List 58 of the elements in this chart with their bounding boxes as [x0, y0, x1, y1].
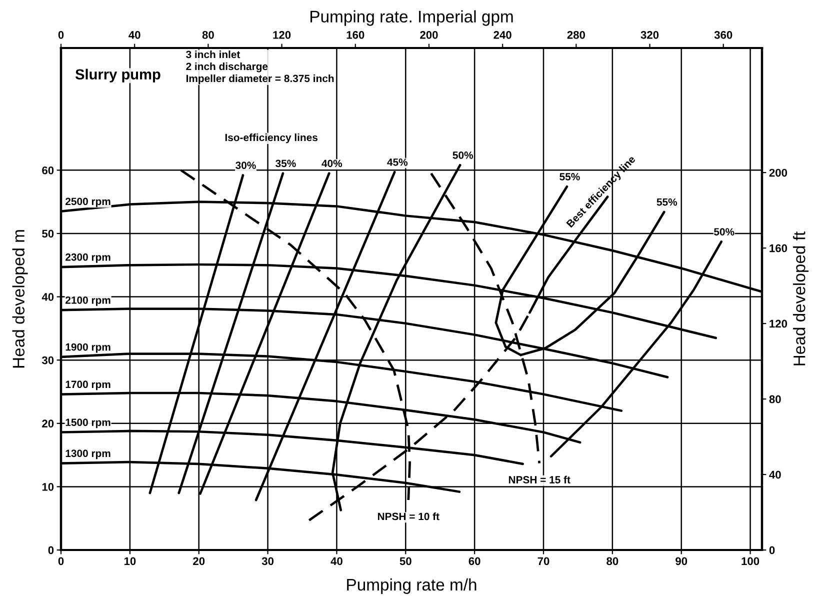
series-label: 55%	[656, 198, 678, 206]
y2-tick-label: 200	[769, 168, 788, 177]
x2-tick-label: 160	[346, 30, 364, 39]
x-axis-title: Pumping rate m/h	[347, 578, 476, 594]
x-tick-label: 30	[262, 557, 274, 566]
y2-tick-label: 0	[769, 546, 775, 554]
series-label: 35%	[276, 160, 296, 168]
x-tick-label: 100	[742, 557, 760, 566]
x-tick-label: 20	[193, 557, 205, 566]
series-label: 45%	[387, 158, 408, 166]
annotation: Slurry pump	[75, 68, 160, 82]
x2-tick-label: 120	[273, 30, 291, 39]
x2-tick-label: 40	[128, 30, 140, 39]
series-label: 2100 rpm	[66, 296, 110, 306]
x-tick-label: 80	[606, 557, 618, 566]
x2-tick-label: 200	[420, 30, 438, 39]
series-label: 1500 rpm	[66, 418, 110, 428]
y-tick-label: 50	[42, 230, 54, 238]
y2-tick-label: 160	[770, 244, 788, 252]
series-label: NPSH = 10 ft	[378, 512, 440, 520]
series-label: NPSH = 15 ft	[508, 476, 570, 484]
series-label: 50%	[714, 228, 734, 236]
y2-axis-title: Head developed ft	[793, 231, 809, 366]
x-tick-label: 70	[538, 557, 550, 566]
x2-tick-label: 320	[640, 30, 659, 39]
annotation: 3 inch inlet 2 inch discharge Impeller diameter = 8.375 inch	[186, 50, 334, 84]
series-label: 30%	[236, 162, 256, 170]
series-label: 1900 rpm	[66, 343, 110, 353]
y2-tick-label: 40	[769, 470, 781, 479]
x2-tick-label: 280	[567, 30, 585, 39]
y-tick-label: 20	[42, 420, 54, 428]
y-tick-label: 0	[48, 546, 54, 554]
y-tick-label: 30	[42, 356, 54, 364]
x2-tick-label: 240	[494, 30, 512, 39]
x-tick-label: 40	[330, 557, 342, 566]
series-label: 2500 rpm	[66, 198, 110, 208]
x2-tick-label: 80	[202, 30, 214, 39]
series-label: 2300 rpm	[66, 253, 110, 263]
x-tick-label: 50	[400, 557, 412, 566]
x-tick-label: 10	[124, 557, 136, 566]
series-label: 1700 rpm	[66, 380, 110, 390]
series-label: 40%	[322, 160, 342, 168]
annotation: Iso-efficiency lines	[225, 134, 318, 144]
y2-tick-label: 80	[769, 395, 781, 404]
x2-tick-label: 0	[58, 30, 64, 39]
x2-axis-title: Pumping rate. Imperial gpm	[310, 10, 513, 26]
x-tick-label: 0	[58, 557, 64, 566]
x2-tick-label: 360	[714, 30, 732, 39]
series-label: 1300 rpm	[66, 450, 110, 460]
y-tick-label: 10	[42, 482, 54, 491]
y-axis-title: Head developed m	[12, 230, 28, 368]
series-label: 55%	[560, 173, 580, 180]
x-tick-label: 90	[676, 557, 688, 566]
x-tick-label: 60	[468, 557, 480, 566]
y-tick-label: 40	[42, 293, 54, 301]
series-label: 50%	[452, 152, 474, 159]
y2-tick-label: 120	[770, 320, 788, 328]
y-tick-label: 60	[42, 166, 54, 174]
